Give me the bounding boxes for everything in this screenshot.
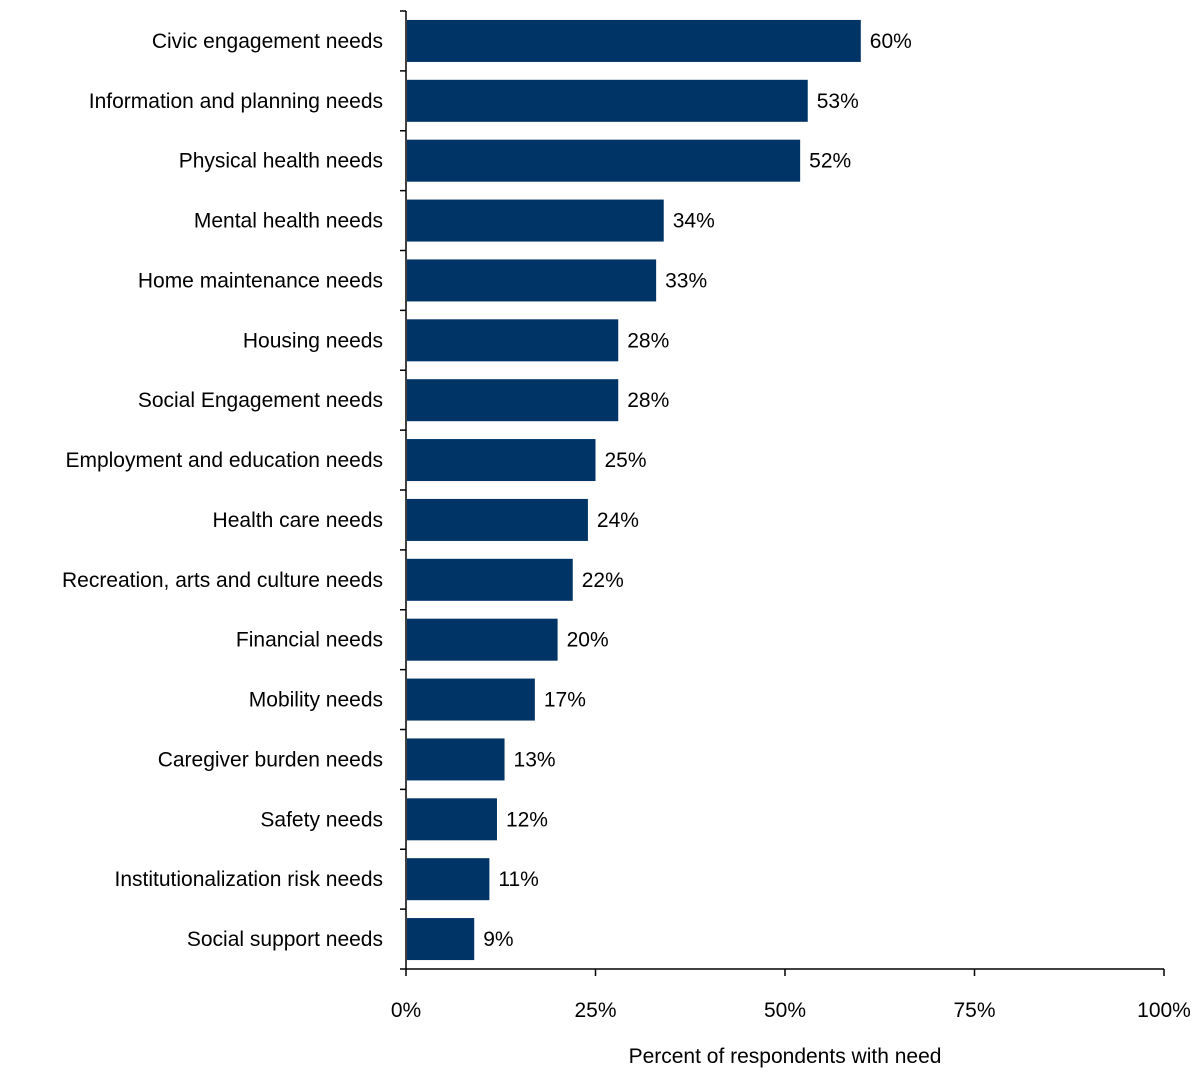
- axes-group: [400, 10, 1165, 976]
- bar: [407, 259, 657, 302]
- category-label: Mobility needs: [249, 689, 383, 712]
- data-label: 17%: [544, 689, 586, 712]
- category-label: Institutionalization risk needs: [115, 868, 383, 891]
- data-label: 24%: [597, 509, 639, 532]
- category-label: Home maintenance needs: [138, 269, 383, 292]
- bar: [407, 798, 497, 841]
- bar: [407, 79, 808, 122]
- x-tick-label: 25%: [574, 999, 616, 1022]
- bar: [407, 439, 596, 482]
- data-label: 25%: [605, 449, 647, 472]
- data-label: 52%: [809, 150, 851, 173]
- data-label: 33%: [665, 269, 707, 292]
- data-label: 12%: [506, 808, 548, 831]
- data-label: 34%: [673, 210, 715, 233]
- bar: [407, 678, 535, 721]
- category-label: Employment and education needs: [65, 449, 383, 472]
- bar: [407, 199, 664, 242]
- bar: [407, 19, 861, 62]
- data-label: 28%: [627, 329, 669, 352]
- data-label: 22%: [582, 569, 624, 592]
- category-label: Safety needs: [260, 808, 383, 831]
- category-label: Caregiver burden needs: [158, 748, 383, 771]
- category-label: Housing needs: [243, 329, 383, 352]
- data-label: 60%: [870, 30, 912, 53]
- bar: [407, 139, 801, 182]
- bar: [407, 379, 619, 422]
- category-label: Mental health needs: [194, 210, 383, 233]
- x-tick-label: 50%: [764, 999, 806, 1022]
- bars-group: [407, 19, 861, 961]
- bar: [407, 319, 619, 362]
- category-label: Recreation, arts and culture needs: [62, 569, 383, 592]
- x-tick-label: 0%: [391, 999, 421, 1022]
- category-label: Social support needs: [187, 928, 383, 951]
- bar: [407, 738, 505, 781]
- x-axis-title: Percent of respondents with need: [629, 1045, 942, 1068]
- x-tick-label: 100%: [1137, 999, 1191, 1022]
- labels-group: Civic engagement needs 60% Information and…: [62, 30, 1191, 1022]
- category-label: Health care needs: [213, 509, 383, 532]
- bar: [407, 858, 490, 901]
- bar: [407, 498, 588, 541]
- x-tick-label: 75%: [953, 999, 995, 1022]
- bar: [407, 918, 475, 961]
- data-label: 53%: [817, 90, 859, 113]
- category-label: Information and planning needs: [89, 90, 383, 113]
- bar: [407, 558, 573, 601]
- category-label: Financial needs: [236, 629, 383, 652]
- category-label: Physical health needs: [179, 150, 383, 173]
- category-label: Civic engagement needs: [152, 30, 383, 53]
- category-label: Social Engagement needs: [138, 389, 383, 412]
- data-label: 13%: [514, 748, 556, 771]
- data-label: 11%: [498, 868, 538, 891]
- bar: [407, 618, 558, 661]
- data-label: 28%: [627, 389, 669, 412]
- data-label: 20%: [567, 629, 609, 652]
- data-label: 9%: [483, 928, 513, 951]
